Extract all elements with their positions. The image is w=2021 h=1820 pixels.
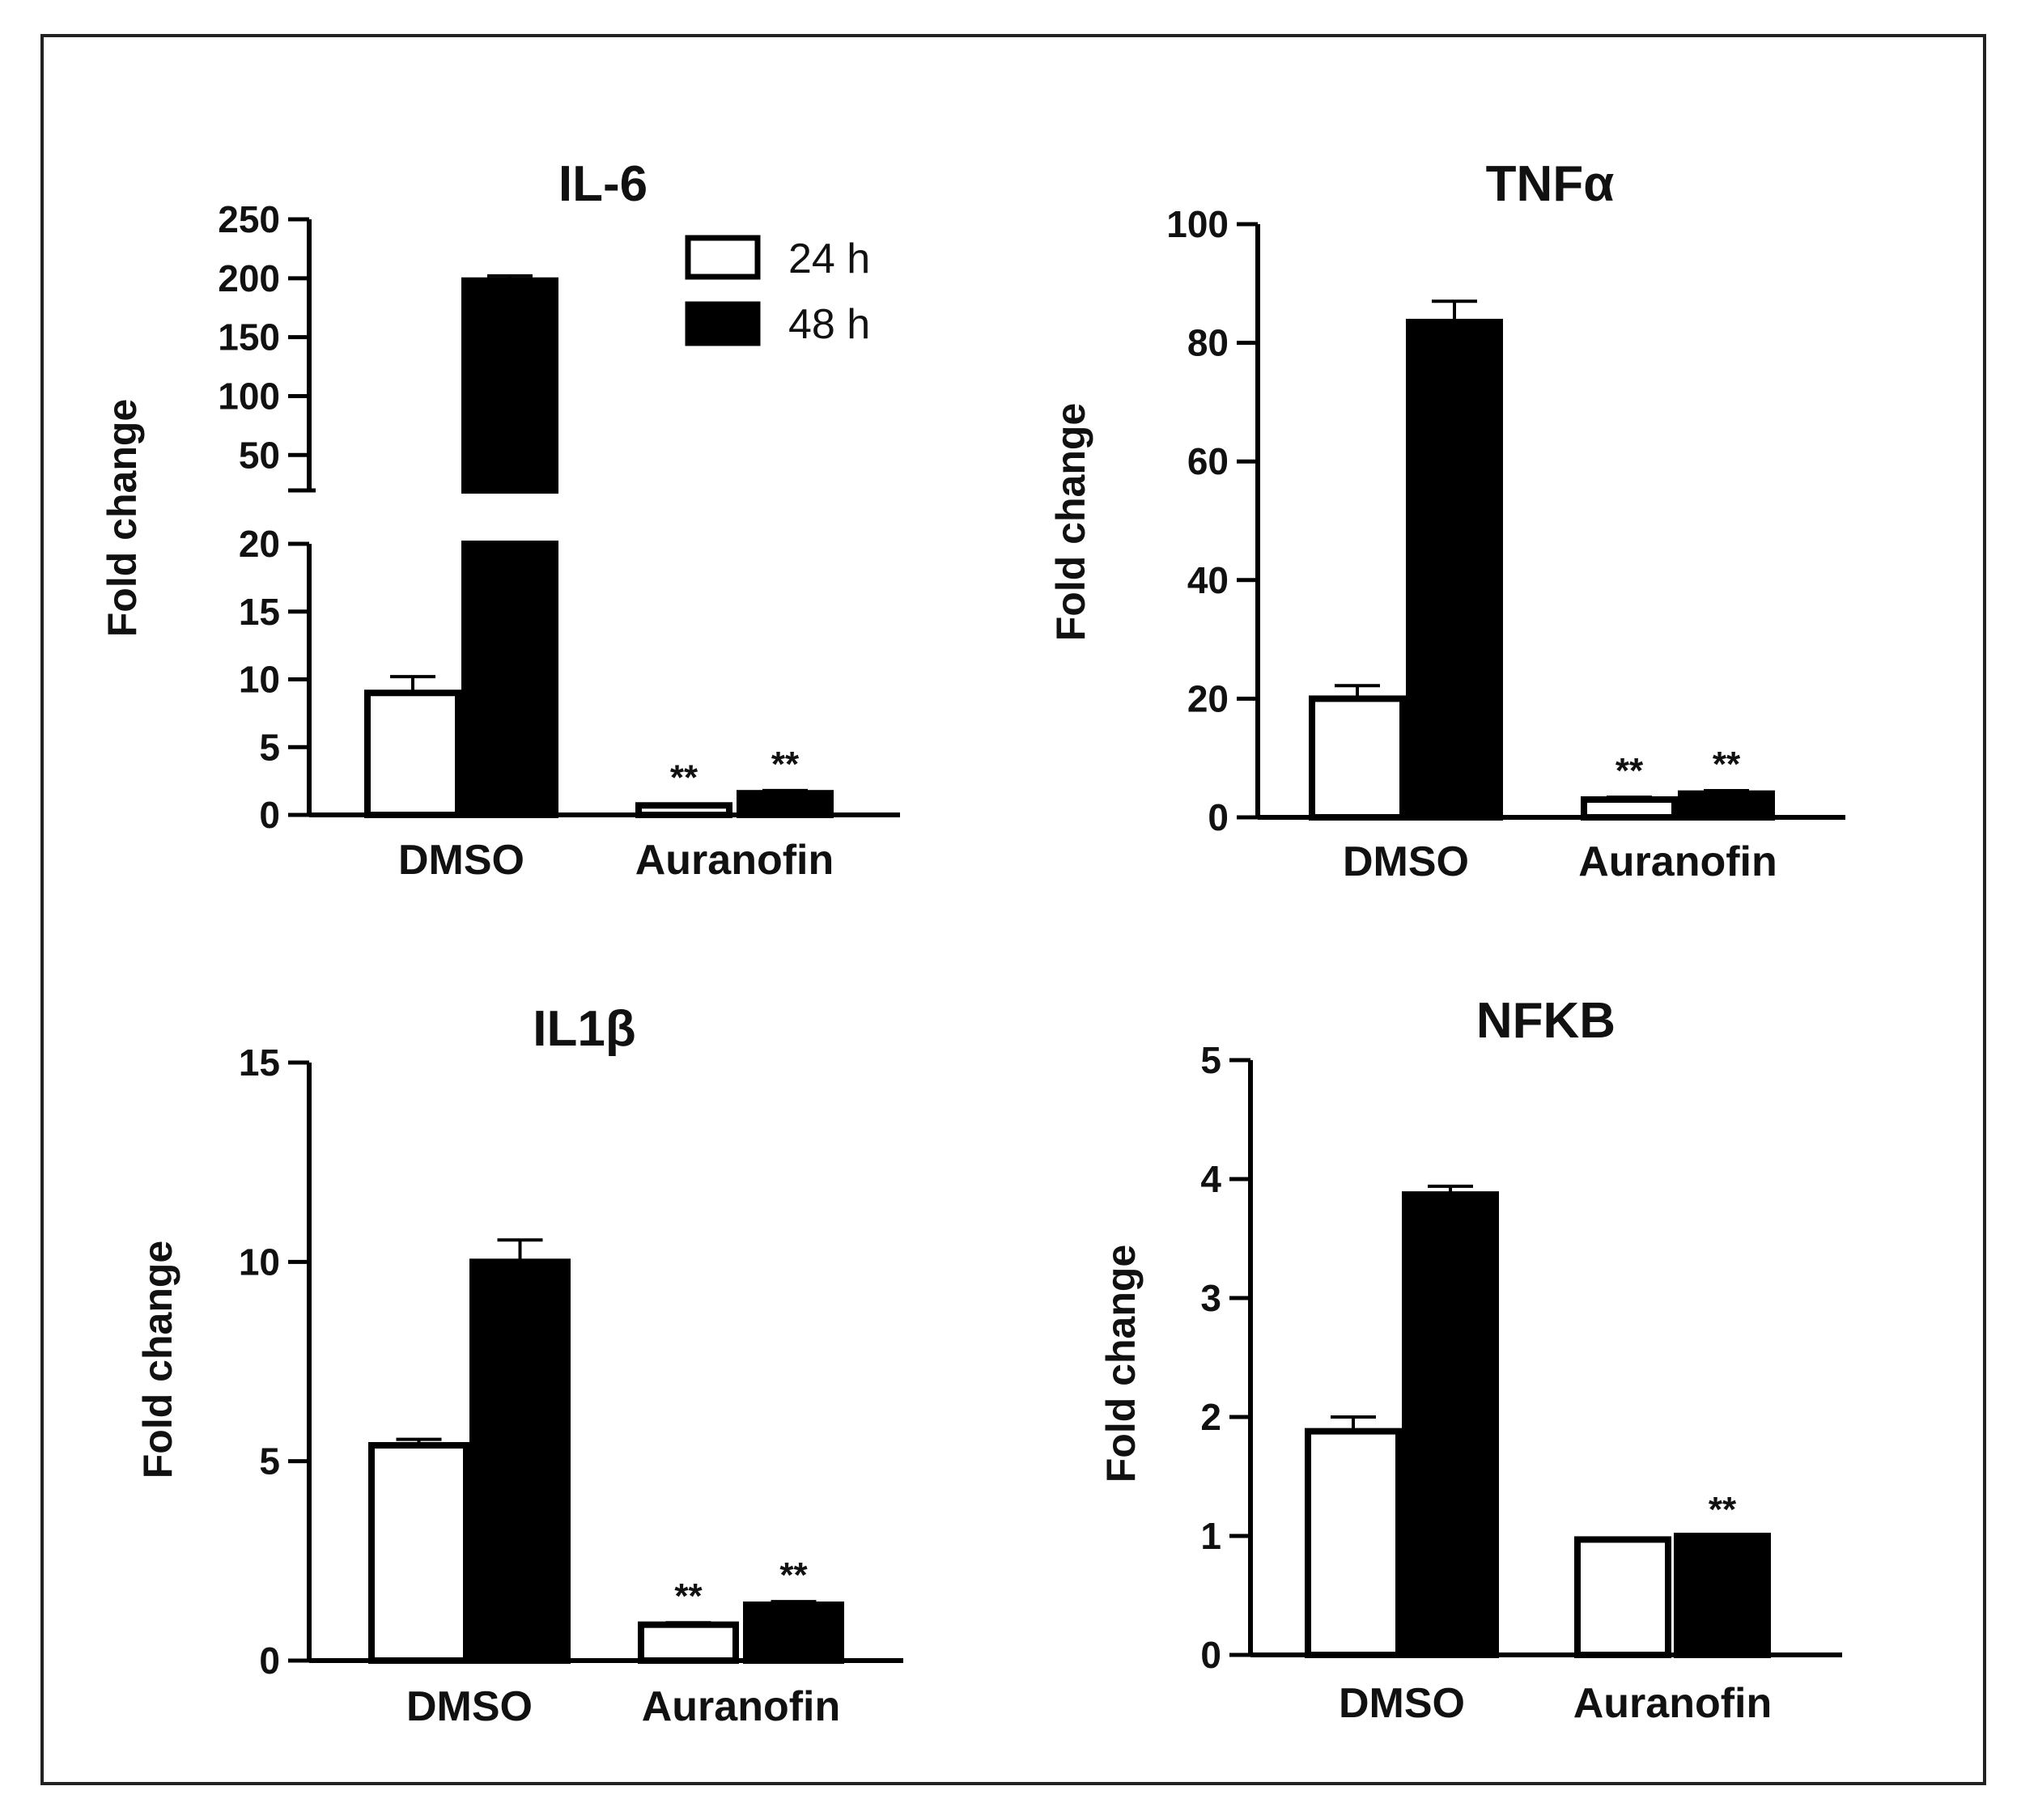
y-tick-label: 10 [239, 1241, 280, 1283]
y-tick-label: 20 [1187, 677, 1229, 719]
bar-48h [1402, 1191, 1499, 1658]
chart-title: NFKB [1476, 993, 1616, 1049]
y-tick-label: 50 [239, 434, 280, 476]
y-tick-label: 80 [1187, 322, 1229, 364]
significance-marker: ** [674, 1576, 703, 1616]
significance-marker: ** [779, 1555, 808, 1595]
category-label-dmso: DMSO [1339, 1680, 1465, 1727]
category-label-auranofin: Auranofin [642, 1683, 841, 1730]
category-labels: DMSO Auranofin [406, 1683, 840, 1730]
y-axis-label: Fold change [100, 399, 145, 637]
bar-24h [638, 1621, 739, 1665]
bars: ** ** [368, 1238, 844, 1665]
axes: 0 1 2 3 4 5 [1200, 1039, 1842, 1676]
y-tick-label: 100 [1166, 203, 1229, 245]
bar-48h [737, 790, 834, 819]
panel-nfkb: NFKB Fold change 0 1 2 3 4 5 ** DMSO Auranofi… [1098, 993, 1842, 1727]
category-labels: DMSO Auranofin [398, 837, 834, 884]
bar-48h [469, 1258, 571, 1665]
legend-label-48h: 48 h [788, 301, 870, 348]
bar-24h [364, 689, 461, 818]
y-tick-label: 3 [1200, 1277, 1221, 1319]
y-tick-label: 5 [259, 726, 280, 768]
category-label-dmso: DMSO [398, 837, 524, 884]
bar-24h [1574, 1536, 1671, 1659]
bar-24h [1581, 796, 1678, 821]
legend-swatch-48h [685, 301, 761, 346]
bars: ** ** [364, 274, 834, 819]
bar-48h [743, 1602, 844, 1664]
y-axis-label: Fold change [135, 1241, 180, 1478]
bars: ** ** [1309, 299, 1775, 821]
category-label-auranofin: Auranofin [1573, 1680, 1773, 1727]
y-tick-label: 200 [218, 257, 280, 299]
y-tick-label: 150 [218, 316, 280, 358]
bar-24h [368, 1441, 469, 1664]
bar-48h [1406, 318, 1503, 821]
y-tick-label: 1 [1200, 1515, 1221, 1557]
bar-24h [1305, 1428, 1402, 1658]
significance-marker: ** [1713, 745, 1741, 784]
axes: 0 5 10 15 20 50 100 150 200 250 [218, 198, 900, 836]
y-tick-label: 2 [1200, 1396, 1221, 1438]
y-tick-label: 4 [1200, 1158, 1221, 1200]
y-tick-label: 60 [1187, 440, 1229, 482]
significance-marker: ** [771, 745, 800, 784]
chart-title: IL1β [533, 1001, 635, 1057]
bar-24h [635, 802, 732, 819]
significance-marker: ** [1709, 1490, 1737, 1529]
significance-marker: ** [670, 758, 698, 798]
y-tick-label: 0 [1200, 1634, 1221, 1676]
y-tick-label: 15 [239, 1042, 280, 1084]
panel-il6: IL-6 Fold change 0510152050100150200250 … [100, 156, 900, 884]
bar-48h [1678, 790, 1775, 821]
panel-tnfa: TNFα Fold change 0 20 40 60 80 100 ** ** DMSO … [1048, 156, 1845, 885]
bar-48h [461, 541, 558, 818]
significance-marker: ** [1616, 751, 1644, 791]
y-tick-label: 40 [1187, 559, 1229, 601]
legend-swatch-24h [685, 235, 761, 280]
y-tick-label: 0 [1208, 796, 1229, 838]
y-tick-label: 5 [1200, 1039, 1221, 1081]
chart-title: IL-6 [558, 156, 647, 212]
category-labels: DMSO Auranofin [1343, 838, 1777, 885]
legend-label-24h: 24 h [788, 235, 870, 282]
category-label-auranofin: Auranofin [635, 837, 834, 884]
bar-48h [461, 277, 558, 494]
y-axis-label: Fold change [1098, 1245, 1144, 1483]
bars: ** [1305, 1184, 1771, 1659]
figure-frame [40, 34, 1986, 1785]
category-label-dmso: DMSO [406, 1683, 533, 1730]
legend: 24 h 48 h [685, 235, 870, 348]
y-tick-label: 100 [218, 375, 280, 417]
bar-48h [1674, 1533, 1771, 1658]
category-labels: DMSO Auranofin [1339, 1680, 1772, 1727]
y-tick-label: 15 [239, 591, 280, 633]
y-tick-label: 250 [218, 198, 280, 240]
y-axis-label: Fold change [1048, 403, 1093, 641]
bar-24h [1309, 695, 1406, 821]
category-label-auranofin: Auranofin [1578, 838, 1777, 885]
y-tick-label: 10 [239, 659, 280, 701]
y-tick-label: 5 [259, 1440, 280, 1483]
chart-title: TNFα [1486, 156, 1615, 212]
y-tick-label: 0 [259, 1640, 280, 1682]
y-tick-label: 0 [259, 794, 280, 836]
category-label-dmso: DMSO [1343, 838, 1469, 885]
panel-il1b: IL1β Fold change 0 5 10 15 ** ** DMSO Aurano… [135, 1001, 903, 1730]
y-tick-label: 20 [239, 523, 280, 565]
